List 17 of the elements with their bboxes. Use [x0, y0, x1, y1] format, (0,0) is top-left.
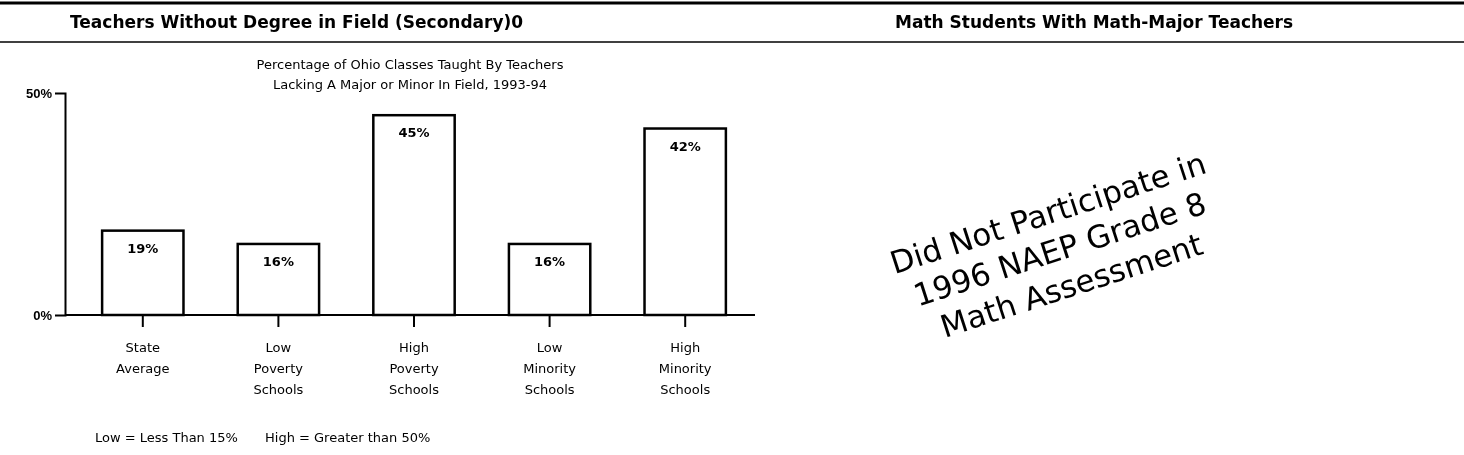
x-tick-label: High Minority Schools — [658, 340, 712, 397]
y-tick-label: 0% — [33, 307, 53, 323]
chart-subtitle: Percentage of Ohio Classes Taught By Teachers Lacking A Major or Minor In Field, 1993-94 — [256, 57, 564, 92]
data-label: 16% — [262, 253, 294, 269]
x-tick-label: State Average — [116, 340, 170, 376]
data-label: 19% — [127, 240, 159, 256]
x-tick-label: High Poverty Schools — [389, 340, 440, 397]
x-tick-label: Low Poverty Schools — [253, 340, 304, 397]
text: High = Greater than 50% — [265, 430, 431, 445]
chart-title: Teachers Without Degree in Field (Secondary)0 — [70, 12, 524, 32]
text: Math Students With Math-Major Teachers — [895, 12, 1294, 32]
data-label: 45% — [398, 125, 430, 141]
x-tick-label: Low Minority Schools — [523, 340, 577, 397]
text: Low = Less Than 15% — [95, 430, 238, 445]
y-tick-label: 50% — [25, 85, 53, 101]
data-label: 16% — [534, 253, 566, 269]
data-label: 42% — [669, 138, 701, 154]
